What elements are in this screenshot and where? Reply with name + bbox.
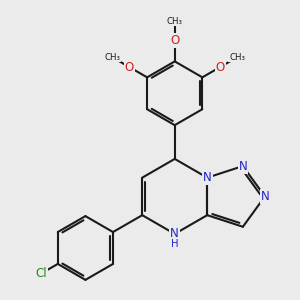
Text: H: H [171, 239, 178, 249]
Text: Cl: Cl [35, 267, 47, 280]
Text: N: N [203, 171, 212, 184]
Text: CH₃: CH₃ [104, 53, 120, 62]
Text: O: O [124, 61, 134, 74]
Text: O: O [216, 61, 225, 74]
Text: N: N [170, 227, 179, 240]
Text: O: O [170, 34, 179, 47]
Text: N: N [238, 160, 247, 172]
Text: CH₃: CH₃ [229, 53, 245, 62]
Text: CH₃: CH₃ [167, 17, 183, 26]
Text: N: N [261, 190, 269, 203]
